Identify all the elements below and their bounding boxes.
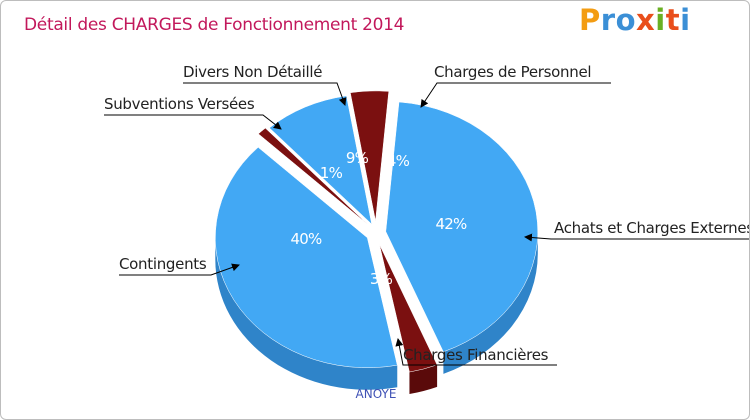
logo-letter: x xyxy=(636,3,656,37)
logo-letter: i xyxy=(680,3,691,37)
pie-slice xyxy=(350,90,390,221)
pie-slice xyxy=(215,146,398,368)
leader-line xyxy=(119,263,240,276)
chart-title: Détail des CHARGES de Fonctionnement 201… xyxy=(24,15,405,35)
proxiti-logo: Proxiti xyxy=(579,3,691,37)
pie-slice xyxy=(258,127,368,225)
leader-line xyxy=(183,82,347,106)
slice-category-label: Subventions Versées xyxy=(104,95,255,113)
slice-percent-label: 3% xyxy=(370,270,393,288)
logo-letter: r xyxy=(600,3,616,37)
logo-letter: i xyxy=(655,3,666,37)
leader-line xyxy=(395,338,557,366)
leader-line xyxy=(524,233,749,242)
slice-percent-label: 42% xyxy=(436,215,467,233)
leader-line xyxy=(420,82,611,108)
logo-letter: o xyxy=(615,3,637,37)
slice-category-label: Achats et Charges Externes xyxy=(554,219,750,237)
pie-sides xyxy=(215,231,538,395)
slice-percent-label: 4% xyxy=(387,152,410,170)
leader-line xyxy=(104,114,282,130)
slice-percent-label: 1% xyxy=(320,164,343,182)
pie-slice-side xyxy=(443,231,538,374)
slice-category-label: Contingents xyxy=(119,255,207,273)
logo-letter: t xyxy=(665,3,681,37)
slice-category-label: Charges de Personnel xyxy=(434,63,591,81)
slice-percent-label: 40% xyxy=(291,230,322,248)
commune-name: ANOYE xyxy=(355,387,397,401)
logo-letter: P xyxy=(579,3,601,37)
pie-slice xyxy=(269,95,373,225)
slice-category-label: Divers Non Détaillé xyxy=(183,63,322,81)
slice-percent-label: 9% xyxy=(346,149,369,167)
pie-slice xyxy=(385,101,539,353)
pie-slice-side xyxy=(409,364,438,395)
pie-slice-side xyxy=(215,237,398,390)
slice-category-label: Charges Financières xyxy=(403,346,549,364)
